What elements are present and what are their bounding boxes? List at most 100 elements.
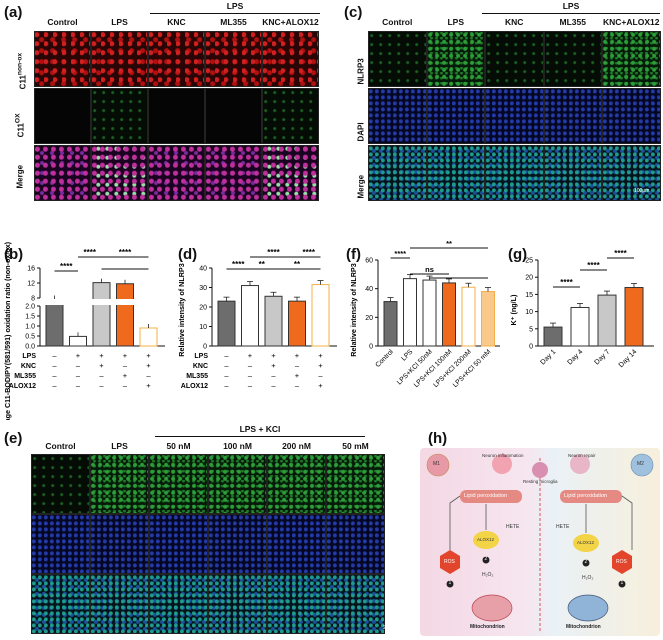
- y-tick-label: 20: [199, 305, 207, 312]
- y-axis-label: Relative intensity of NLRP3: [177, 263, 186, 356]
- micrograph-tile: [262, 145, 319, 201]
- step1-left-dot: [446, 580, 454, 588]
- x-tick-label: Day 4: [567, 348, 585, 366]
- y-tick-label: 30: [199, 285, 207, 292]
- micrograph-tile: [31, 454, 90, 514]
- y-tick-label: 16: [27, 266, 35, 273]
- significance-label: ****: [267, 248, 280, 257]
- treatment-mark: +: [318, 381, 323, 390]
- micrograph-tile: [208, 514, 267, 574]
- panel-e-scalebar-text: 25μm: [383, 625, 396, 631]
- chart-b: Average C11-BODIPY(581/591) oxidation ra…: [3, 241, 165, 420]
- treatment-mark: +: [248, 351, 253, 360]
- treatment-mark: –: [76, 361, 81, 370]
- y-axis-label: K⁺ (ng/L): [509, 294, 518, 326]
- x-tick-label: LPS: [400, 348, 414, 362]
- step2-left-dot: [482, 556, 490, 564]
- bar: [116, 283, 134, 347]
- treatment-mark: +: [99, 351, 104, 360]
- treatment-mark: –: [76, 381, 81, 390]
- treatment-mark: –: [52, 381, 57, 390]
- treatment-mark: +: [146, 361, 151, 370]
- y-tick-label: 40: [365, 286, 373, 293]
- panel-c-row-label: Merge: [356, 174, 366, 199]
- significance-label: **: [294, 260, 301, 269]
- bar: [217, 300, 236, 347]
- bar: [69, 335, 87, 347]
- h-neuron-repair: Neuron repair: [568, 453, 596, 458]
- treatment-mark: –: [271, 381, 276, 390]
- micrograph-tile: [267, 514, 326, 574]
- panel-c-group-line: [482, 13, 660, 14]
- panel-a-col-header: KNC+ALOX12: [262, 17, 319, 27]
- panel-a-col-header: Control: [47, 17, 78, 27]
- bar: [45, 299, 64, 347]
- treatment-mark: +: [123, 351, 128, 360]
- micrograph-tile: [326, 454, 385, 514]
- panel-f-label: (f): [346, 246, 361, 263]
- micrograph-tile: [90, 454, 149, 514]
- micrograph-tile: [485, 31, 544, 87]
- treatment-name: ML355: [14, 373, 36, 380]
- h-alox-left: ALOX12: [477, 537, 495, 542]
- panel-a-label: (a): [4, 4, 23, 21]
- micrograph-tile: [205, 145, 262, 201]
- h-alox-right: ALOX12: [577, 540, 595, 545]
- h-mito-left: Mitochondrion: [470, 624, 505, 630]
- panel-a-col-header: LPS: [111, 17, 128, 27]
- treatment-mark: +: [295, 351, 300, 360]
- treatment-name: KNC: [193, 363, 208, 370]
- arrow-right: [621, 495, 633, 550]
- bar: [570, 306, 590, 347]
- significance-label: ****: [60, 262, 73, 271]
- ros-left-shape: [440, 550, 460, 574]
- panel-a-col-header: KNC: [167, 17, 186, 27]
- micrograph-tile: [267, 454, 326, 514]
- panel-c-row-label: NLRP3: [356, 58, 366, 85]
- y-tick-label: 8: [31, 296, 35, 303]
- y-tick-label: 0: [203, 344, 207, 351]
- m1-cell-icon: [426, 453, 450, 477]
- panel-e-col-header: 200 nM: [282, 441, 311, 451]
- bar: [403, 278, 417, 347]
- panel-c-col-header: Control: [382, 17, 413, 27]
- repair-neuron-icon: [570, 454, 590, 474]
- schematic-drawing: [426, 453, 654, 633]
- axis-break: [44, 299, 164, 305]
- panel-a-row-merge: Merge: [15, 164, 25, 189]
- micrograph-tile: [267, 574, 326, 634]
- treatment-mark: +: [271, 351, 276, 360]
- significance-label: ns: [425, 265, 434, 274]
- y-tick-label: 0: [369, 344, 373, 351]
- significance-label: ****: [303, 248, 316, 257]
- micrograph-tile: [326, 574, 385, 634]
- panel-a-row-c11-nonox: C11non-ox: [17, 29, 28, 89]
- treatment-mark: –: [248, 361, 253, 370]
- micrograph-tile: [602, 145, 661, 201]
- panel-c-row-label: DAPI: [356, 122, 366, 142]
- m2-cell-icon: [630, 453, 654, 477]
- h-h2o2-right: H₂O₂: [582, 575, 594, 581]
- micrograph-tile: [148, 145, 205, 201]
- bar: [241, 285, 259, 347]
- panel-d-label: (d): [178, 246, 198, 263]
- chart-f: Relative intensity of NLRP3 0 20 40 60 **** ns…: [349, 240, 500, 389]
- x-tick-label: Day 7: [594, 348, 612, 366]
- treatment-mark: –: [248, 381, 253, 390]
- micrograph-tile: [208, 454, 267, 514]
- arrow-left: [449, 495, 461, 550]
- micrograph-tile: [262, 31, 319, 87]
- treatment-mark: –: [52, 361, 57, 370]
- h-ros-left: ROS: [444, 559, 455, 565]
- h-neuron-inflammation: Neuron inflammation: [482, 453, 524, 458]
- c11-base: C11: [16, 123, 26, 138]
- micrograph-tile: [262, 88, 319, 144]
- micrograph-tile: [148, 31, 205, 87]
- treatment-mark: +: [99, 361, 104, 370]
- panel-h-label: (h): [428, 430, 448, 447]
- treatment-name: LPS: [194, 353, 208, 360]
- treatment-mark: –: [123, 381, 128, 390]
- micrograph-tile: [149, 454, 208, 514]
- treatment-mark: –: [123, 361, 128, 370]
- treatment-mark: +: [318, 361, 323, 370]
